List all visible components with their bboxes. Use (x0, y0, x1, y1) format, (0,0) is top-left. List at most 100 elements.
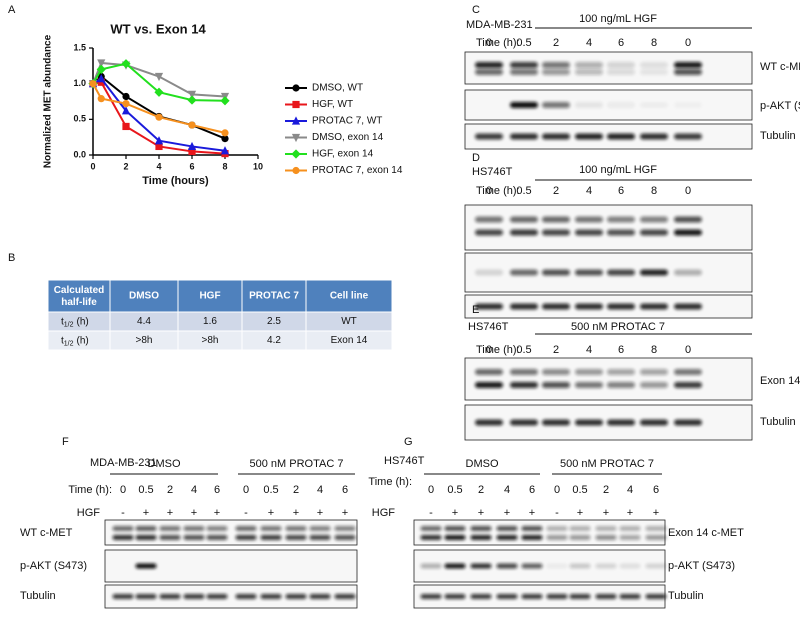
data-point (97, 59, 106, 68)
blot-band (640, 133, 668, 140)
hgf-sign: + (478, 507, 484, 519)
blot-band (510, 382, 538, 388)
blot-band (542, 303, 570, 310)
blot-band (575, 216, 603, 223)
x-axis-label: Time (hours) (142, 175, 209, 187)
hgf-sign: + (603, 507, 609, 519)
blot-band (206, 594, 228, 599)
blot-band (112, 526, 134, 531)
time-value: 6 (618, 37, 624, 49)
time-value: 0.5 (516, 185, 531, 197)
data-point (122, 122, 130, 131)
blot-band (542, 382, 570, 388)
blot-band (619, 535, 641, 540)
blot-band (475, 133, 503, 140)
hgf-sign: + (293, 507, 299, 519)
blot-band (575, 102, 603, 108)
time-value: 6 (214, 484, 220, 496)
blot-band (521, 563, 543, 569)
treatment: 100 ng/mL HGF (579, 164, 657, 176)
y-tick-label: 1.0 (73, 78, 86, 88)
blot-label: p-AKT (S473) (760, 100, 800, 112)
data-point (154, 136, 164, 145)
blot-band (521, 526, 543, 531)
blot-band (510, 229, 538, 236)
blot-band (510, 69, 538, 75)
blot-band (607, 62, 635, 68)
data-point (187, 95, 197, 105)
blot-band (546, 526, 568, 531)
hgf-sign: + (452, 507, 458, 519)
y-axis-label: Normalized MET abundance (43, 34, 54, 168)
hgf-sign: + (268, 507, 274, 519)
blot-band (674, 382, 702, 388)
blot-band (607, 369, 635, 375)
cell-text: Exon 14 (331, 335, 368, 346)
y-tick-label: 0.0 (73, 149, 86, 159)
time-value: 0 (486, 37, 492, 49)
cell-text: >8h (202, 335, 219, 346)
blot-band (569, 594, 591, 599)
blot-band (444, 535, 466, 540)
blot-band (569, 526, 591, 531)
time-value: 2 (553, 185, 559, 197)
hgf-sign: + (191, 507, 197, 519)
header-cell (47, 279, 111, 313)
header-text: PROTAC 7 (249, 291, 299, 302)
time-value: 0.5 (516, 344, 531, 356)
blot-band (285, 594, 307, 599)
x-tick-label: 10 (253, 161, 263, 171)
blot-band (575, 419, 603, 426)
blot-box (464, 357, 753, 401)
data-point (121, 106, 131, 115)
blot-band (546, 563, 568, 569)
blot-band (607, 102, 635, 108)
blot-band (640, 62, 668, 68)
panel-letter: B (8, 252, 15, 264)
blot-band (420, 526, 442, 531)
blot-band (510, 62, 538, 68)
blot-band (496, 526, 518, 531)
blot-band (674, 369, 702, 375)
data-point (155, 142, 163, 151)
time-value: 0 (685, 185, 691, 197)
blot-band (135, 526, 157, 531)
cell-line: HS746T (384, 455, 425, 467)
blot-band (159, 594, 181, 599)
blot-band (510, 102, 538, 108)
hgf-sign: - (121, 507, 125, 519)
blot-box (104, 519, 358, 546)
hgf-sign: - (429, 507, 433, 519)
time-label: Time (h): (68, 484, 112, 496)
data-point (221, 134, 229, 143)
cell-text: 4.2 (267, 335, 281, 346)
blot-band (595, 535, 617, 540)
blot-band (674, 229, 702, 236)
data-point (220, 96, 230, 106)
blot-band (444, 526, 466, 531)
blot-band (444, 594, 466, 599)
blot-band (607, 216, 635, 223)
blot-band (420, 535, 442, 540)
hgf-label: HGF (372, 507, 396, 519)
time-value: 0.5 (263, 484, 278, 496)
time-value: 4 (504, 484, 510, 496)
blot-band (542, 269, 570, 276)
data-point (221, 129, 229, 137)
blot-band (475, 229, 503, 236)
blot-band (235, 535, 257, 540)
time-value: 2 (553, 344, 559, 356)
hgf-sign: - (244, 507, 248, 519)
time-value: 2 (293, 484, 299, 496)
hgf-sign: + (627, 507, 633, 519)
blot-band (260, 535, 282, 540)
blot-band (674, 216, 702, 223)
data-point (155, 113, 163, 121)
x-tick-label: 8 (222, 161, 227, 171)
blot-label: WT c-MET (20, 527, 73, 539)
treatment: 100 ng/mL HGF (579, 13, 657, 25)
blot-band (470, 563, 492, 569)
legend-marker (291, 149, 301, 159)
blot-band (607, 69, 635, 75)
time-value: 2 (603, 484, 609, 496)
